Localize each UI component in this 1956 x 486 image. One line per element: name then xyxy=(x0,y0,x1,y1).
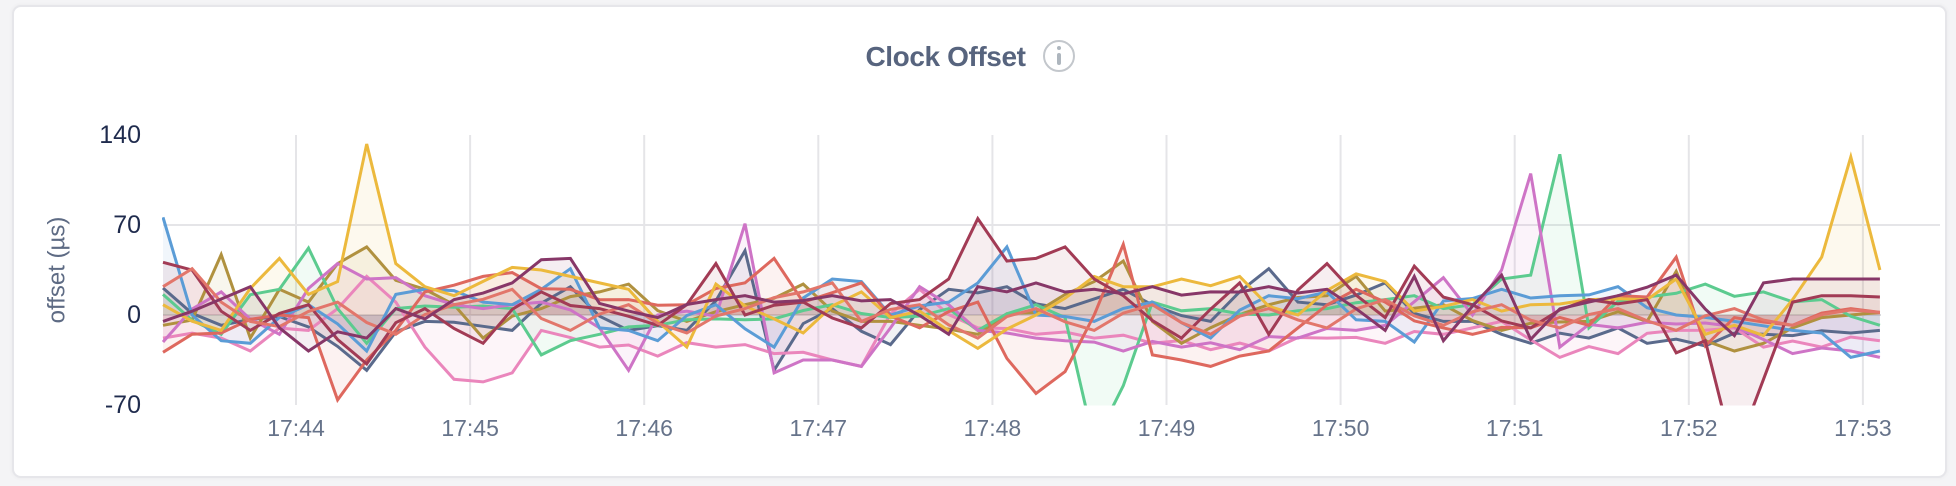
svg-text:140: 140 xyxy=(99,121,141,149)
svg-text:17:49: 17:49 xyxy=(1138,415,1196,441)
svg-text:offset (µs): offset (µs) xyxy=(44,217,71,324)
svg-text:17:47: 17:47 xyxy=(790,415,848,441)
svg-text:17:46: 17:46 xyxy=(615,415,673,441)
svg-text:17:48: 17:48 xyxy=(964,415,1022,441)
svg-text:17:52: 17:52 xyxy=(1660,415,1718,441)
svg-text:70: 70 xyxy=(113,211,141,239)
svg-text:17:53: 17:53 xyxy=(1834,415,1892,441)
svg-text:17:50: 17:50 xyxy=(1312,415,1370,441)
svg-text:17:51: 17:51 xyxy=(1486,415,1544,441)
svg-text:-70: -70 xyxy=(105,391,141,419)
svg-text:17:45: 17:45 xyxy=(441,415,499,441)
svg-text:17:44: 17:44 xyxy=(267,415,325,441)
svg-text:0: 0 xyxy=(127,301,141,329)
